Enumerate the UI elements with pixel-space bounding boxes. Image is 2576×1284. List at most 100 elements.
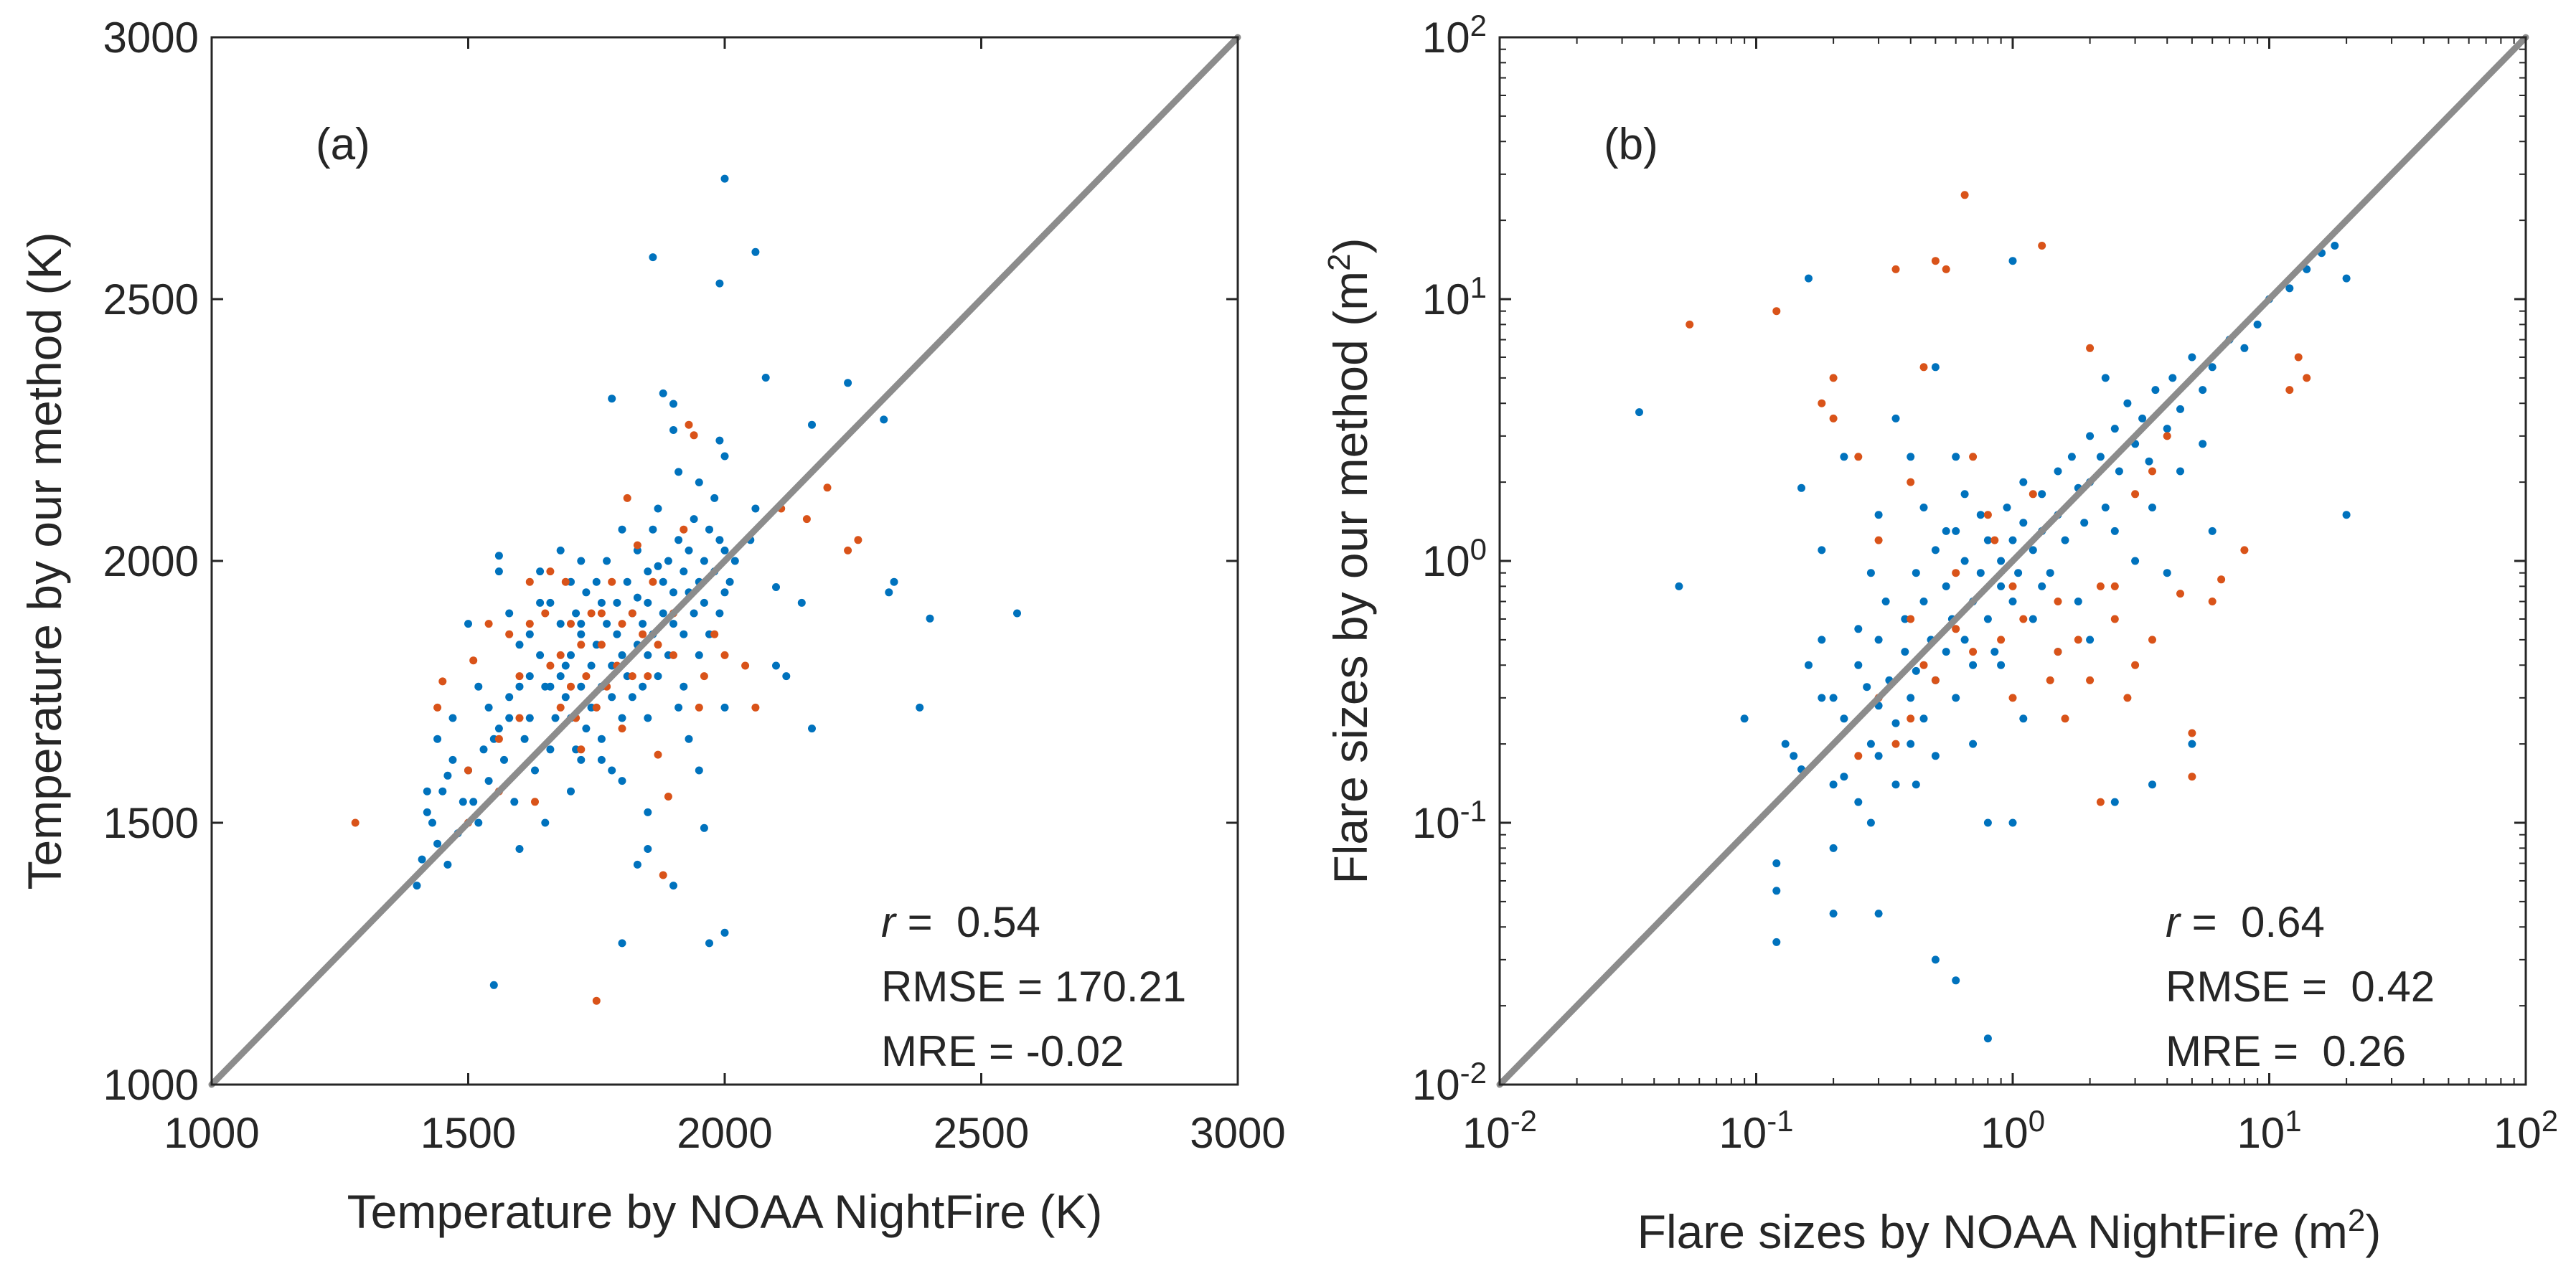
panel-b-blue-point — [2101, 374, 2110, 382]
panel-a-blue-point — [623, 577, 631, 586]
panel-a-blue-point — [531, 766, 539, 775]
panel-b-blue-point — [1805, 274, 1813, 283]
panel-a-blue-point — [561, 693, 570, 702]
panel-a-blue-point — [761, 374, 770, 382]
panel-b-blue-point — [2331, 242, 2339, 250]
panel-b-orange-point — [1919, 661, 1928, 669]
panel-a-blue-point — [685, 735, 693, 743]
panel-b-blue-point — [2208, 527, 2217, 535]
panel-a-blue-point — [628, 693, 636, 702]
panel-a-orange-point — [546, 567, 555, 576]
panel-a-blue-point — [438, 787, 447, 796]
panel-b-blue-point — [2145, 457, 2153, 466]
panel-b-blue-point — [1901, 648, 1909, 656]
panel-b-orange-point — [1942, 265, 1950, 273]
panel-a-orange-point — [854, 536, 862, 544]
panel-a-orange-point — [351, 818, 359, 827]
panel-b-orange-point — [2008, 582, 2017, 590]
panel-a-x-tick-label: 1000 — [164, 1109, 259, 1157]
panel-b-blue-point — [2163, 425, 2171, 433]
panel-b-blue-point — [1983, 1034, 1992, 1043]
panel-b-orange-point — [1891, 740, 1900, 748]
panel-b-y-label-end: ) — [1324, 237, 1377, 253]
panel-b-blue-point — [1854, 661, 1863, 669]
panel-b-blue-point — [1772, 887, 1781, 895]
panel-a-blue-point — [428, 818, 436, 827]
panel-b-orange-point — [1969, 453, 1978, 461]
panel-a-blue-point — [705, 939, 713, 948]
panel-a-orange-point — [664, 793, 672, 801]
panel-b-blue-point — [1866, 740, 1875, 748]
panel-b-orange-point — [2038, 242, 2046, 250]
panel-b-blue-point — [2067, 453, 2076, 461]
panel-a-orange-point — [582, 672, 591, 681]
panel-a-temperature: 1000 1500 2000 2500 3000 1000 1500 2000 2500 3000… — [18, 14, 1286, 1238]
panel-b-blue-point — [2046, 569, 2054, 577]
panel-b-blue-point — [1818, 546, 1826, 554]
panel-b-orange-point — [2086, 676, 2095, 684]
panel-a-blue-point — [654, 562, 662, 570]
panel-a-y-tick-label: 3000 — [103, 14, 199, 62]
panel-a-blue-point — [695, 651, 703, 659]
panel-b-blue-point — [1983, 615, 1992, 623]
panel-a-blue-point — [536, 598, 545, 607]
panel-a-blue-point — [603, 557, 611, 565]
panel-a-x-tick-label: 3000 — [1190, 1109, 1285, 1157]
panel-a-blue-point — [644, 845, 652, 853]
panel-a-blue-point — [469, 798, 478, 806]
panel-a-orange-point — [438, 677, 447, 686]
panel-b-rmse-stat: RMSE = 0.42 — [2166, 963, 2435, 1011]
panel-a-orange-point — [628, 672, 636, 681]
panel-b-orange-point — [2008, 694, 2017, 702]
panel-a-blue-point — [608, 766, 616, 775]
panel-a-blue-point — [433, 839, 442, 848]
panel-a-blue-point — [1013, 609, 1021, 618]
panel-a-orange-point — [556, 703, 565, 712]
panel-a-label: (a) — [316, 120, 370, 169]
panel-a-orange-point — [639, 630, 647, 638]
panel-a-blue-point — [649, 253, 657, 262]
panel-b-blue-point — [1874, 752, 1883, 760]
panel-a-orange-point — [633, 541, 641, 549]
panel-a-orange-point — [433, 703, 442, 712]
panel-a-orange-point — [623, 494, 631, 502]
panel-a-blue-point — [608, 395, 616, 403]
panel-b-blue-point — [2038, 490, 2046, 499]
panel-a-blue-point — [715, 279, 724, 288]
panel-b-blue-point — [1891, 719, 1900, 727]
panel-b-orange-point — [2029, 490, 2037, 499]
panel-a-blue-point — [669, 400, 677, 408]
panel-a-orange-point — [597, 609, 606, 618]
panel-a-blue-point — [916, 703, 924, 712]
panel-a-blue-point — [551, 714, 560, 722]
panel-b-blue-point — [2080, 519, 2089, 527]
panel-a-blue-point — [577, 557, 586, 565]
panel-b-blue-point — [1912, 780, 1920, 789]
panel-b-blue-point — [1990, 648, 1999, 656]
panel-b-blue-point — [1960, 490, 1969, 499]
panel-b-blue-point — [2342, 274, 2351, 283]
panel-a-blue-point — [633, 593, 641, 602]
panel-b-orange-point — [1829, 374, 1838, 382]
panel-a-blue-point — [772, 661, 780, 670]
panel-a-orange-point — [592, 703, 601, 712]
panel-b-blue-point — [2038, 582, 2046, 590]
panel-b-blue-point — [1997, 557, 2006, 565]
panel-a-orange-point — [531, 798, 539, 806]
panel-b-blue-point — [1907, 453, 1915, 461]
panel-b-orange-point — [2188, 729, 2196, 737]
panel-a-orange-point — [561, 577, 570, 586]
panel-a-blue-point — [494, 552, 503, 560]
panel-a-blue-point — [644, 567, 652, 576]
panel-b-blue-point — [2131, 557, 2140, 565]
panel-b-blue-point — [2086, 636, 2095, 644]
panel-a-blue-point — [597, 598, 606, 607]
panel-b-orange-point — [2176, 590, 2184, 598]
panel-b-blue-point — [1829, 910, 1838, 918]
panel-a-blue-point — [577, 682, 586, 691]
panel-a-mre-stat: MRE = -0.02 — [881, 1027, 1124, 1075]
panel-a-blue-point — [556, 620, 565, 628]
panel-b-blue-point — [1866, 818, 1875, 827]
panel-b-blue-point — [2086, 432, 2095, 440]
panel-a-blue-point — [459, 798, 467, 806]
